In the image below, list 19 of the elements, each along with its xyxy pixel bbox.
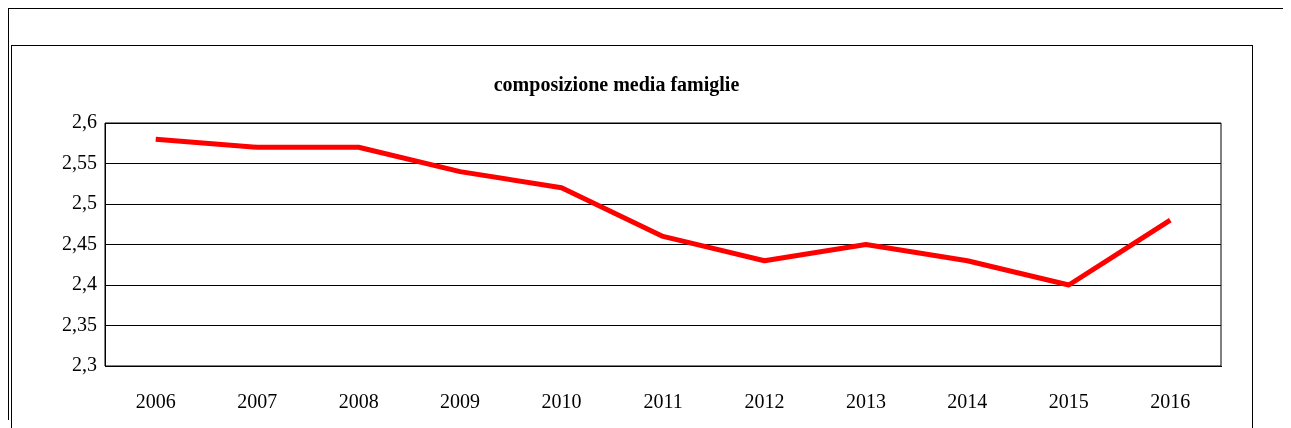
- x-tick-label: 2016: [1150, 390, 1191, 413]
- x-tick-label: 2010: [541, 390, 582, 413]
- y-tick-label: 2,5: [72, 191, 97, 214]
- y-tick-label: 2,35: [62, 312, 97, 335]
- chart-title: composizione media famiglie: [493, 73, 740, 97]
- x-tick-label: 2013: [845, 390, 886, 413]
- y-tick-label: 2,3: [72, 353, 97, 376]
- y-tick-label: 2,45: [62, 231, 97, 254]
- x-tick-label: 2008: [338, 390, 379, 413]
- x-tick-label: 2007: [237, 390, 278, 413]
- x-tick-label: 2012: [744, 390, 785, 413]
- x-tick-label: 2014: [947, 390, 988, 413]
- y-tick-label: 2,4: [72, 272, 97, 295]
- x-tick-label: 2015: [1048, 390, 1089, 413]
- x-tick-label: 2006: [135, 390, 176, 413]
- x-tick-label: 2009: [440, 390, 481, 413]
- y-tick-label: 2,6: [72, 110, 97, 133]
- y-tick-label: 2,55: [62, 150, 97, 173]
- x-tick-label: 2011: [643, 390, 683, 413]
